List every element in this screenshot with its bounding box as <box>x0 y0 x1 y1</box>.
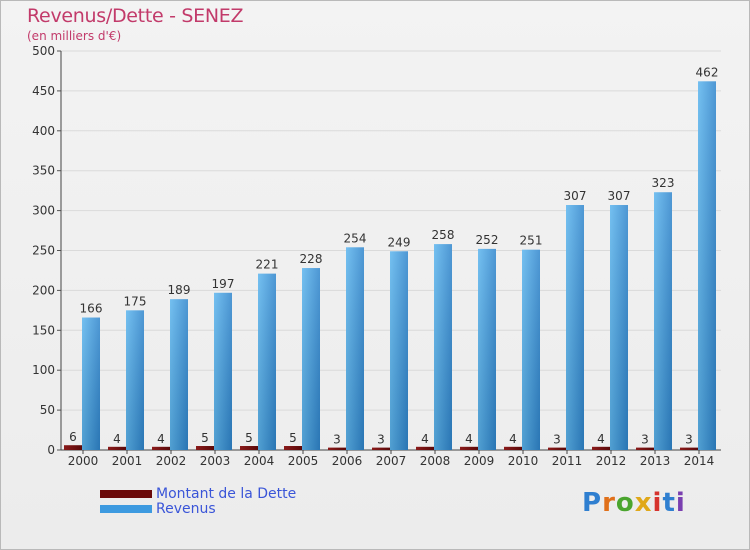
revenue-bar-shade <box>302 268 320 450</box>
y-tick-label: 350 <box>32 164 55 178</box>
debt-bar <box>372 447 390 450</box>
revenue-bar-shade <box>126 310 144 450</box>
revenue-data-label: 221 <box>256 258 279 272</box>
debt-data-label: 4 <box>465 432 473 446</box>
debt-bar <box>504 446 522 450</box>
x-tick-label: 2001 <box>112 454 143 468</box>
debt-bar <box>64 445 82 450</box>
y-tick-label: 500 <box>32 44 55 58</box>
legend-swatch-debt <box>100 490 152 498</box>
revenue-bar-shade <box>434 244 452 450</box>
proxiti-logo: Proxiti <box>582 488 686 518</box>
x-tick-label: 2013 <box>640 454 671 468</box>
revenue-bar-shade <box>170 299 188 450</box>
revenue-data-label: 258 <box>432 228 455 242</box>
revenue-bar-shade <box>214 292 232 450</box>
x-tick-label: 2010 <box>508 454 539 468</box>
debt-data-label: 5 <box>245 431 253 445</box>
debt-bar <box>636 447 654 450</box>
revenue-data-label: 249 <box>388 235 411 249</box>
debt-data-label: 3 <box>685 433 693 447</box>
debt-bar <box>460 446 478 450</box>
revenue-data-label: 175 <box>124 294 147 308</box>
y-tick-label: 100 <box>32 363 55 377</box>
debt-bar <box>284 446 302 450</box>
x-tick-label: 2012 <box>596 454 627 468</box>
revenue-data-label: 228 <box>300 252 323 266</box>
y-tick-label: 450 <box>32 84 55 98</box>
revenue-data-label: 462 <box>696 65 719 79</box>
revenue-data-label: 307 <box>608 189 631 203</box>
x-tick-label: 2014 <box>684 454 715 468</box>
debt-bar <box>108 446 126 450</box>
debt-data-label: 4 <box>421 432 429 446</box>
legend-swatch-revenue <box>100 505 152 513</box>
y-tick-label: 200 <box>32 283 55 297</box>
debt-bar <box>592 446 610 450</box>
revenue-data-label: 189 <box>168 283 191 297</box>
revenue-bar-shade <box>566 205 584 450</box>
x-tick-label: 2005 <box>288 454 319 468</box>
revenue-data-label: 307 <box>564 189 587 203</box>
revenue-bar-shade <box>346 247 364 450</box>
revenue-data-label: 252 <box>476 233 499 247</box>
revenue-data-label: 197 <box>212 277 235 291</box>
revenue-data-label: 323 <box>652 176 675 190</box>
debt-data-label: 3 <box>377 433 385 447</box>
chart-title: Revenus/Dette - SENEZ <box>27 5 244 27</box>
x-tick-label: 2004 <box>244 454 275 468</box>
revenue-bar-shade <box>522 249 540 450</box>
debt-data-label: 3 <box>333 433 341 447</box>
debt-data-label: 4 <box>113 432 121 446</box>
debt-bar <box>328 447 346 450</box>
x-tick-label: 2011 <box>552 454 583 468</box>
debt-data-label: 4 <box>597 432 605 446</box>
revenue-bar-shade <box>258 273 276 450</box>
x-tick-label: 2002 <box>156 454 187 468</box>
legend-label-debt: Montant de la Dette <box>156 486 297 502</box>
revenue-data-label: 166 <box>80 302 103 316</box>
revenue-bar-shade <box>610 205 628 450</box>
debt-data-label: 5 <box>289 431 297 445</box>
revenue-bar-shade <box>390 251 408 450</box>
x-tick-label: 2006 <box>332 454 363 468</box>
debt-bar <box>240 446 258 450</box>
debt-data-label: 4 <box>157 432 165 446</box>
debt-bar <box>548 447 566 450</box>
x-tick-label: 2007 <box>376 454 407 468</box>
y-tick-label: 400 <box>32 124 55 138</box>
revenue-bar-shade <box>478 248 496 450</box>
revenue-data-label: 254 <box>344 231 367 245</box>
debt-data-label: 3 <box>553 433 561 447</box>
debt-bar <box>416 446 434 450</box>
debt-data-label: 6 <box>69 430 77 444</box>
debt-data-label: 4 <box>509 432 517 446</box>
x-tick-label: 2008 <box>420 454 451 468</box>
debt-data-label: 5 <box>201 431 209 445</box>
debt-bar <box>152 446 170 450</box>
debt-bar <box>196 446 214 450</box>
revenue-bar-shade <box>82 317 100 450</box>
x-tick-label: 2009 <box>464 454 495 468</box>
x-tick-label: 2000 <box>68 454 99 468</box>
debt-bar <box>680 447 698 450</box>
y-tick-label: 50 <box>40 403 55 417</box>
legend-label-revenue: Revenus <box>156 501 216 517</box>
y-tick-label: 250 <box>32 244 55 258</box>
y-tick-label: 300 <box>32 204 55 218</box>
revenue-bar-shade <box>698 81 716 450</box>
y-tick-label: 150 <box>32 323 55 337</box>
x-tick-label: 2003 <box>200 454 231 468</box>
y-tick-label: 0 <box>47 443 55 457</box>
chart-subtitle: (en milliers d'€) <box>27 29 122 43</box>
debt-data-label: 3 <box>641 433 649 447</box>
revenue-data-label: 251 <box>520 234 543 248</box>
revenue-bar-shade <box>654 192 672 450</box>
